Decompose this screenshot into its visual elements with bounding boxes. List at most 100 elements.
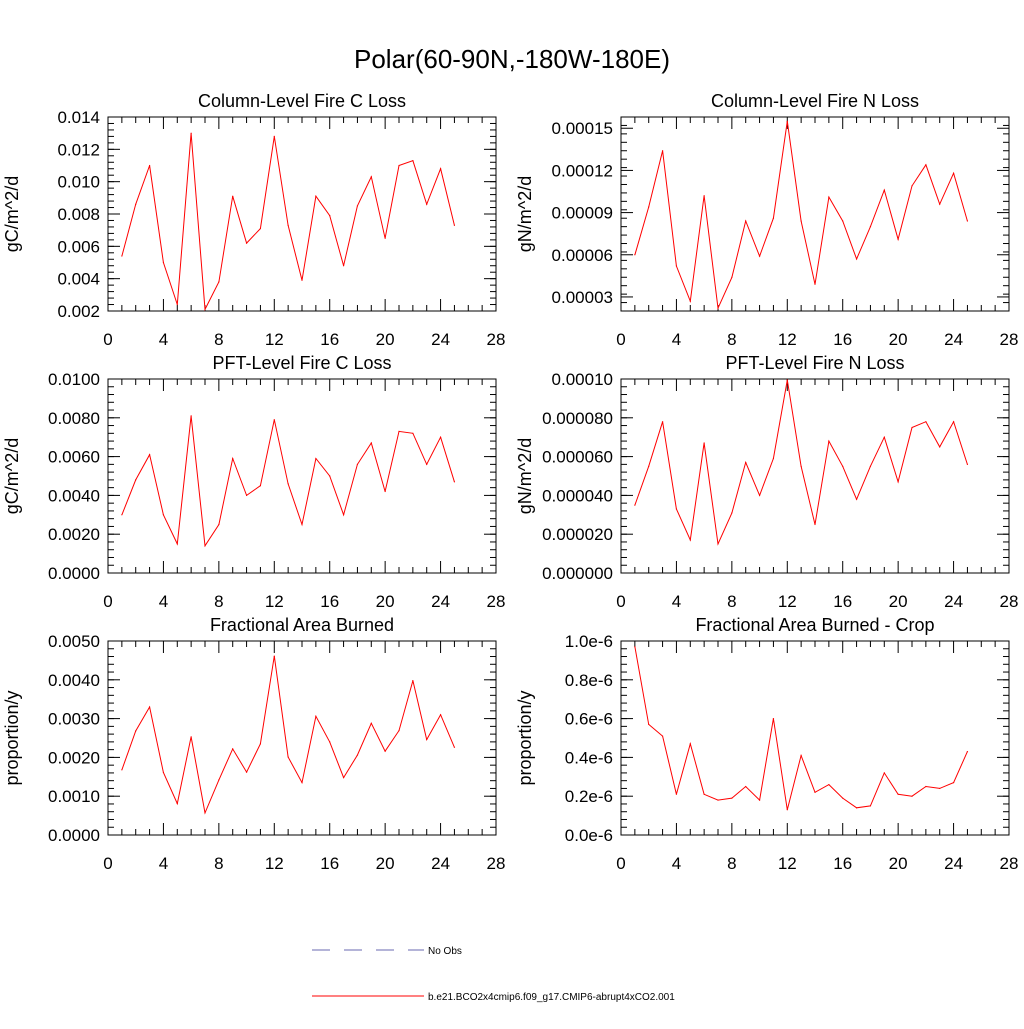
data-point xyxy=(828,196,830,198)
data-point xyxy=(398,164,400,167)
data-point xyxy=(384,490,386,493)
y-tick-label: 0.00010 xyxy=(552,370,613,389)
data-point xyxy=(897,793,899,795)
y-axis-label: gC/m^2/d xyxy=(2,176,22,252)
y-tick-label: 0.002 xyxy=(57,302,100,321)
data-point xyxy=(190,132,192,134)
data-point xyxy=(273,135,275,137)
y-tick-label: 0.000020 xyxy=(542,525,613,544)
data-point xyxy=(966,463,969,465)
data-point xyxy=(745,461,747,464)
x-tick-label: 4 xyxy=(672,592,681,611)
data-point xyxy=(842,220,844,222)
x-tick-label: 28 xyxy=(487,330,506,349)
y-tick-label: 0.006 xyxy=(57,237,100,256)
data-point xyxy=(772,217,775,219)
y-tick-label: 0.4e-6 xyxy=(565,748,613,767)
x-tick-label: 24 xyxy=(431,330,450,349)
y-axis-label: gC/m^2/d xyxy=(2,438,22,514)
x-tick-label: 12 xyxy=(265,592,284,611)
data-point xyxy=(800,220,802,222)
x-tick-label: 28 xyxy=(1000,854,1019,873)
data-point xyxy=(869,226,872,228)
y-tick-label: 0.0010 xyxy=(48,787,100,806)
data-point xyxy=(176,303,178,306)
data-point xyxy=(689,300,691,302)
y-tick-label: 0.0e-6 xyxy=(565,826,613,845)
data-point xyxy=(426,203,428,205)
data-point xyxy=(786,379,788,381)
data-point xyxy=(439,714,442,716)
x-tick-label: 4 xyxy=(672,854,681,873)
y-axis-label: gN/m^2/d xyxy=(515,176,535,252)
data-point xyxy=(855,258,858,260)
x-tick-label: 12 xyxy=(265,854,284,873)
y-tick-label: 0.2e-6 xyxy=(565,787,613,806)
data-point xyxy=(897,238,899,240)
x-tick-label: 8 xyxy=(214,854,223,873)
data-point xyxy=(301,782,303,784)
data-point xyxy=(786,120,788,122)
data-point xyxy=(176,802,178,805)
data-point xyxy=(758,255,761,257)
data-point xyxy=(162,771,165,774)
x-tick-label: 16 xyxy=(833,330,852,349)
data-point xyxy=(135,730,137,732)
series-line xyxy=(121,133,455,312)
data-point xyxy=(911,185,913,187)
data-point xyxy=(148,454,151,456)
series-line xyxy=(634,646,968,810)
x-tick-label: 0 xyxy=(616,330,625,349)
data-point xyxy=(772,457,775,460)
data-point xyxy=(883,772,885,774)
x-tick-label: 20 xyxy=(889,854,908,873)
x-tick-label: 24 xyxy=(944,854,963,873)
data-point xyxy=(342,265,345,267)
data-point xyxy=(966,220,969,222)
data-point xyxy=(232,195,234,197)
data-point xyxy=(925,164,927,166)
x-tick-label: 16 xyxy=(320,330,339,349)
data-point xyxy=(648,723,650,726)
data-point xyxy=(897,481,899,483)
series-line xyxy=(634,379,968,546)
data-point xyxy=(869,465,872,467)
data-point xyxy=(689,743,691,745)
data-point xyxy=(412,160,414,162)
x-tick-label: 12 xyxy=(265,330,284,349)
data-point xyxy=(883,436,885,438)
data-point xyxy=(745,220,747,222)
x-tick-label: 28 xyxy=(487,592,506,611)
data-point xyxy=(911,795,913,797)
data-point xyxy=(426,738,428,741)
y-tick-label: 0.010 xyxy=(57,173,100,192)
x-tick-label: 16 xyxy=(833,592,852,611)
plot-frame xyxy=(620,378,1010,574)
data-point xyxy=(356,205,359,207)
chart-title: Fractional Area Burned xyxy=(210,615,394,635)
data-point xyxy=(301,523,303,526)
data-point xyxy=(925,421,927,423)
data-point xyxy=(439,436,442,438)
data-point xyxy=(939,446,941,448)
x-tick-label: 8 xyxy=(214,592,223,611)
data-point xyxy=(287,756,289,758)
x-tick-label: 0 xyxy=(103,592,112,611)
x-tick-label: 20 xyxy=(376,854,395,873)
y-tick-label: 0.012 xyxy=(57,140,100,159)
data-point xyxy=(245,771,248,773)
x-tick-label: 24 xyxy=(431,854,450,873)
data-point xyxy=(952,782,955,784)
data-point xyxy=(232,457,234,460)
x-tick-label: 8 xyxy=(727,330,736,349)
data-point xyxy=(453,481,456,483)
chart-title: PFT-Level Fire N Loss xyxy=(725,353,904,373)
x-tick-label: 20 xyxy=(376,330,395,349)
x-tick-label: 0 xyxy=(616,592,625,611)
x-tick-label: 24 xyxy=(431,592,450,611)
y-tick-label: 0.014 xyxy=(57,108,100,127)
data-point xyxy=(315,715,317,717)
data-point xyxy=(329,741,331,743)
x-tick-label: 28 xyxy=(1000,592,1019,611)
